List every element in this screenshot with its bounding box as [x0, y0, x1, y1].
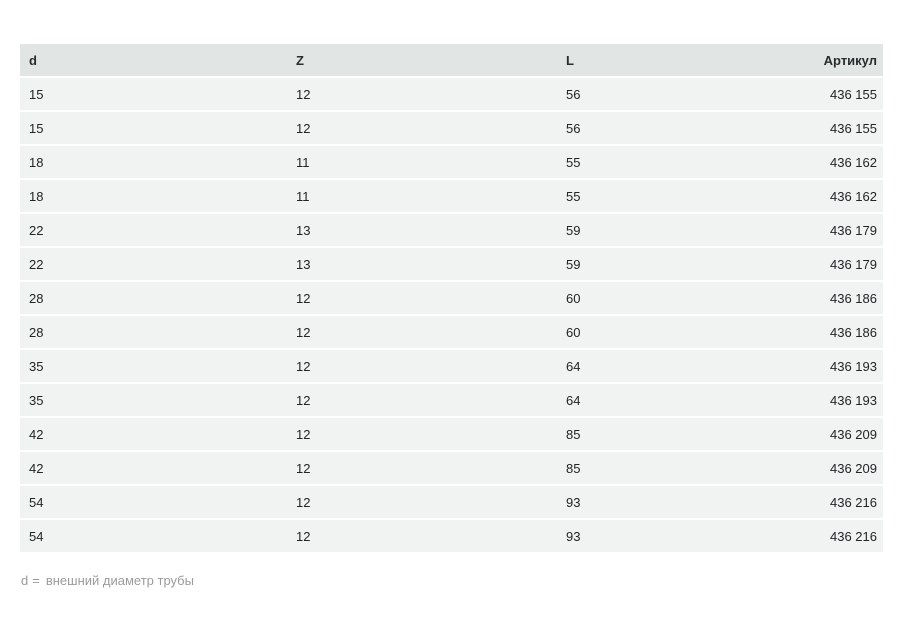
cell-article: 436 179: [757, 213, 883, 248]
table-row: 54 12 93 436 216: [20, 519, 883, 554]
footnote-equals: =: [32, 573, 40, 588]
table-row: 54 12 93 436 216: [20, 485, 883, 520]
cell-z: 12: [287, 77, 557, 112]
table-row: 28 12 60 436 186: [20, 281, 883, 316]
cell-d: 22: [20, 213, 287, 248]
table-row: 35 12 64 436 193: [20, 349, 883, 384]
cell-article: 436 193: [757, 383, 883, 418]
footnote-symbol: d: [21, 573, 29, 588]
cell-l: 64: [557, 349, 757, 384]
table-row: 35 12 64 436 193: [20, 383, 883, 418]
cell-d: 28: [20, 281, 287, 316]
cell-d: 18: [20, 179, 287, 214]
cell-z: 12: [287, 519, 557, 554]
header-row: d Z L Артикул: [20, 44, 883, 78]
table-row: 15 12 56 436 155: [20, 77, 883, 112]
cell-d: 18: [20, 145, 287, 180]
cell-article: 436 216: [757, 485, 883, 520]
cell-d: 54: [20, 485, 287, 520]
cell-l: 60: [557, 315, 757, 350]
table-row: 22 13 59 436 179: [20, 213, 883, 248]
cell-l: 85: [557, 451, 757, 486]
cell-d: 42: [20, 417, 287, 452]
cell-z: 11: [287, 145, 557, 180]
footnote: d = внешний диаметр трубы: [21, 573, 194, 588]
column-header-z: Z: [287, 44, 557, 78]
cell-d: 42: [20, 451, 287, 486]
cell-z: 12: [287, 417, 557, 452]
cell-z: 12: [287, 451, 557, 486]
table-row: 28 12 60 436 186: [20, 315, 883, 350]
cell-d: 35: [20, 383, 287, 418]
table-row: 42 12 85 436 209: [20, 417, 883, 452]
cell-l: 59: [557, 213, 757, 248]
column-header-d: d: [20, 44, 287, 78]
cell-l: 59: [557, 247, 757, 282]
cell-d: 35: [20, 349, 287, 384]
table-body: 15 12 56 436 155 15 12 56 436 155 18 11 …: [20, 77, 883, 554]
column-header-article: Артикул: [757, 44, 883, 78]
cell-l: 93: [557, 519, 757, 554]
spec-table-container: d Z L Артикул 15 12 56 436 155 15 12 56: [20, 44, 883, 554]
table-row: 22 13 59 436 179: [20, 247, 883, 282]
cell-z: 11: [287, 179, 557, 214]
cell-z: 13: [287, 213, 557, 248]
cell-z: 12: [287, 383, 557, 418]
table-header: d Z L Артикул: [20, 44, 883, 78]
table-row: 42 12 85 436 209: [20, 451, 883, 486]
cell-article: 436 162: [757, 179, 883, 214]
column-header-l: L: [557, 44, 757, 78]
cell-article: 436 155: [757, 77, 883, 112]
cell-l: 85: [557, 417, 757, 452]
cell-article: 436 162: [757, 145, 883, 180]
footnote-text: внешний диаметр трубы: [45, 573, 194, 588]
cell-l: 55: [557, 145, 757, 180]
cell-z: 13: [287, 247, 557, 282]
cell-z: 12: [287, 281, 557, 316]
cell-l: 64: [557, 383, 757, 418]
cell-article: 436 186: [757, 315, 883, 350]
cell-z: 12: [287, 315, 557, 350]
cell-d: 22: [20, 247, 287, 282]
cell-l: 56: [557, 77, 757, 112]
cell-article: 436 193: [757, 349, 883, 384]
cell-z: 12: [287, 485, 557, 520]
cell-z: 12: [287, 349, 557, 384]
cell-d: 28: [20, 315, 287, 350]
cell-article: 436 186: [757, 281, 883, 316]
cell-article: 436 209: [757, 417, 883, 452]
table-row: 15 12 56 436 155: [20, 111, 883, 146]
cell-l: 93: [557, 485, 757, 520]
cell-article: 436 179: [757, 247, 883, 282]
cell-d: 15: [20, 77, 287, 112]
cell-article: 436 155: [757, 111, 883, 146]
table-row: 18 11 55 436 162: [20, 179, 883, 214]
table-row: 18 11 55 436 162: [20, 145, 883, 180]
product-spec-table: d Z L Артикул 15 12 56 436 155 15 12 56: [20, 44, 883, 554]
cell-article: 436 209: [757, 451, 883, 486]
cell-z: 12: [287, 111, 557, 146]
cell-l: 55: [557, 179, 757, 214]
cell-article: 436 216: [757, 519, 883, 554]
cell-d: 54: [20, 519, 287, 554]
cell-l: 60: [557, 281, 757, 316]
cell-l: 56: [557, 111, 757, 146]
cell-d: 15: [20, 111, 287, 146]
